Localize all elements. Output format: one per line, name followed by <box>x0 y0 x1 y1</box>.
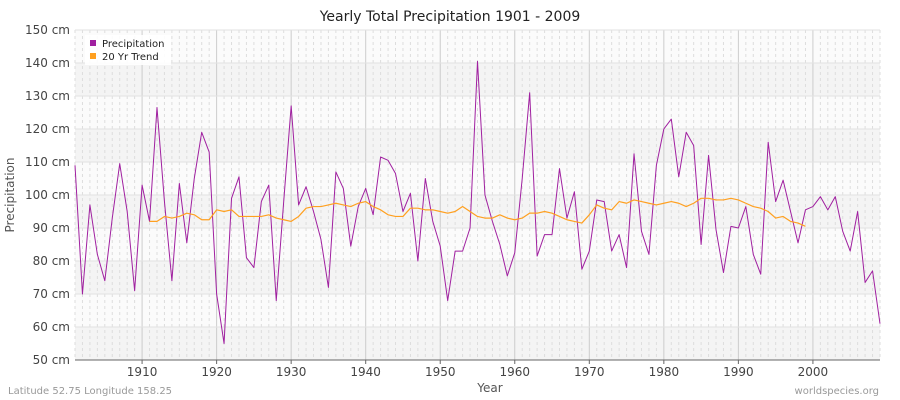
x-tick-labels: 1910 1920 1930 1940 1950 1960 1970 1980 1990 2000 <box>127 360 828 379</box>
x-tick-label: 1950 <box>425 365 456 379</box>
footer-source: worldspecies.org <box>795 386 879 397</box>
plot-band <box>75 294 880 327</box>
plot-band <box>75 30 880 63</box>
x-tick-label: 1990 <box>723 365 754 379</box>
grid-lines <box>74 29 881 361</box>
legend: Precipitation 20 Yr Trend <box>85 35 171 65</box>
x-tick-label: 1910 <box>127 365 158 379</box>
precipitation-line <box>74 60 881 344</box>
y-tick-label: 140 cm <box>25 56 70 70</box>
legend-label-trend: 20 Yr Trend <box>102 52 159 63</box>
y-tick-label: 60 cm <box>33 320 70 334</box>
y-tick-label: 100 cm <box>25 188 70 202</box>
y-tick-label: 150 cm <box>25 23 70 37</box>
x-tick-label: 1960 <box>499 365 530 379</box>
plot-band <box>75 96 880 129</box>
x-tick-label: 1970 <box>574 365 605 379</box>
x-tick-label: 1980 <box>649 365 680 379</box>
footer-coordinates: Latitude 52.75 Longitude 158.25 <box>8 386 172 397</box>
x-tick-label: 1920 <box>201 365 232 379</box>
x-tick-label: 2000 <box>798 365 829 379</box>
y-tick-label: 120 cm <box>25 122 70 136</box>
y-tick-label: 90 cm <box>33 221 70 235</box>
legend-swatch-trend <box>90 53 96 59</box>
chart-title: Yearly Total Precipitation 1901 - 2009 <box>319 9 581 25</box>
y-tick-labels: 50 cm 60 cm 70 cm 80 cm 90 cm 100 cm 110 cm 120… <box>25 23 70 367</box>
y-tick-label: 70 cm <box>33 287 70 301</box>
plot-band <box>75 228 880 261</box>
y-tick-label: 130 cm <box>25 89 70 103</box>
x-axis-label: Year <box>476 381 502 395</box>
trend-line <box>149 197 806 227</box>
x-tick-label: 1940 <box>350 365 381 379</box>
y-tick-label: 50 cm <box>33 353 70 367</box>
legend-background <box>85 35 171 65</box>
legend-swatch-precipitation <box>90 40 96 46</box>
x-tick-label: 1930 <box>276 365 307 379</box>
legend-label-precipitation: Precipitation <box>102 39 165 50</box>
series-layer <box>74 60 881 344</box>
y-tick-label: 110 cm <box>25 155 70 169</box>
y-axis-label: Precipitation <box>3 157 17 232</box>
plot-band <box>75 162 880 195</box>
y-tick-label: 80 cm <box>33 254 70 268</box>
